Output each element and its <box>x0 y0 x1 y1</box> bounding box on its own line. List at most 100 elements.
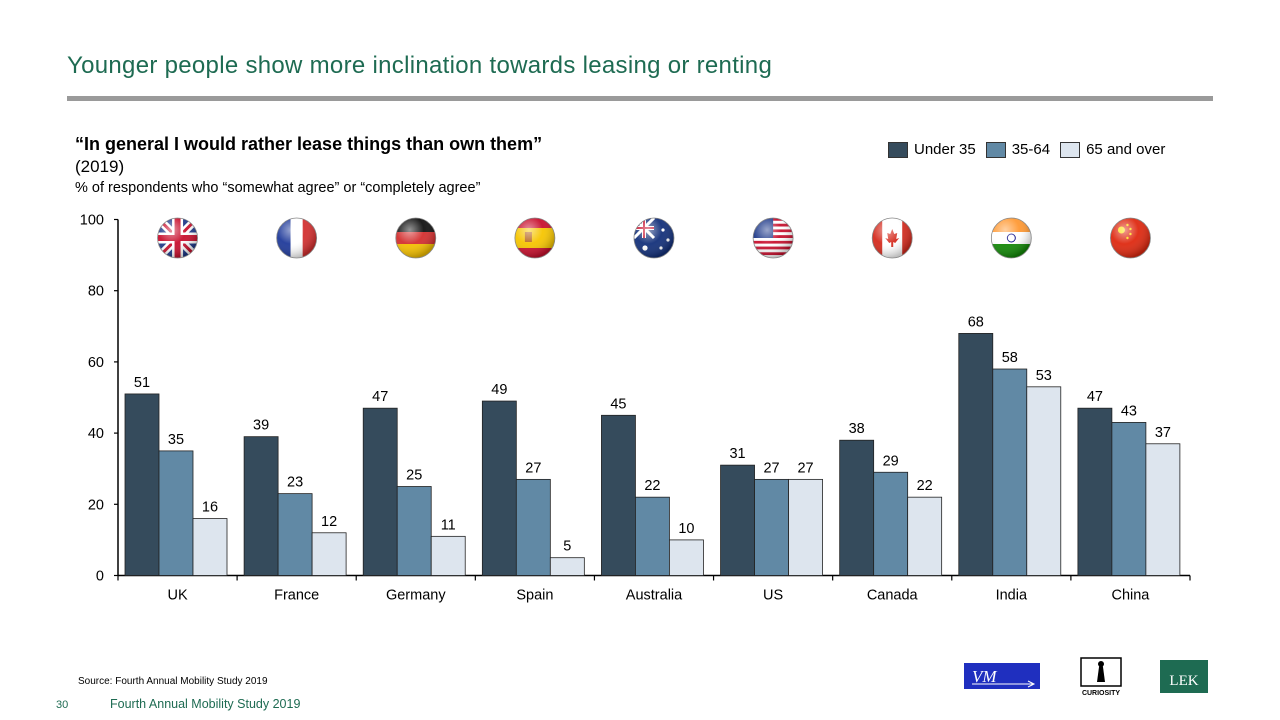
legend-label-65-over: 65 and over <box>1086 141 1166 158</box>
data-label-uk-35-64: 35 <box>168 432 184 448</box>
data-label-australia-65-over: 10 <box>678 521 694 537</box>
x-tick-label-canada: Canada <box>867 588 919 604</box>
bar-us-65-over <box>788 478 823 576</box>
y-tick-label: 100 <box>80 213 104 229</box>
data-label-india-under35: 68 <box>968 314 984 330</box>
data-label-china-under35: 47 <box>1087 389 1103 405</box>
bar-uk-65-over <box>192 518 228 576</box>
data-label-spain-under35: 49 <box>491 382 507 398</box>
data-label-india-35-64: 58 <box>1002 350 1018 366</box>
bar-chart: 0 20 40 60 80 100 51 35 16 UK 39 23 12 France 47 25 11 Ge… <box>80 213 1191 604</box>
data-label-canada-35-64: 29 <box>883 453 899 469</box>
germany-flag-icon <box>395 217 437 259</box>
legend-label-under35: Under 35 <box>914 141 976 158</box>
x-tick-label-us: US <box>763 588 783 604</box>
china-flag-icon <box>1110 217 1151 259</box>
flag-rim <box>1110 217 1151 259</box>
data-label-spain-35-64: 27 <box>525 460 541 476</box>
data-label-china-35-64: 43 <box>1121 403 1137 419</box>
data-label-spain-65-over: 5 <box>563 539 571 555</box>
page-number: 30 <box>56 699 69 711</box>
legend-item-under35: Under 35 <box>888 141 976 158</box>
data-label-germany-under35: 47 <box>372 389 388 405</box>
bar-china-35-64 <box>1111 422 1147 576</box>
slide-title: Younger people show more inclination tow… <box>67 52 773 79</box>
flag-gloss <box>395 218 436 258</box>
bar-canada-65-over <box>907 496 943 576</box>
flag-rim <box>752 217 794 259</box>
data-label-france-65-over: 12 <box>321 514 337 530</box>
legend-swatch-65-over <box>1060 141 1081 158</box>
bar-spain-35-64 <box>515 478 551 576</box>
x-tick-label-germany: Germany <box>386 588 446 604</box>
legend-label-35-64: 35-64 <box>1011 141 1051 158</box>
data-label-canada-under35: 38 <box>849 421 865 437</box>
chart-subtitle: % of respondents who “somewhat agree” or… <box>75 180 481 196</box>
y-tick-label: 80 <box>88 284 104 300</box>
bar-india-65-over <box>1026 386 1062 576</box>
bar-india-under35 <box>958 333 994 576</box>
x-tick-label-australia: Australia <box>626 588 683 604</box>
data-label-uk-65-over: 16 <box>202 500 218 516</box>
bar-canada-35-64 <box>873 471 909 576</box>
india-flag-icon <box>990 217 1032 259</box>
bar-uk-under35 <box>124 393 160 576</box>
curiosity-logo-text: CURIOSITY <box>1082 690 1120 697</box>
flag-gloss <box>514 218 555 258</box>
data-label-germany-35-64: 25 <box>406 468 422 484</box>
flag-rim <box>395 217 437 259</box>
legend-item-65-over: 65 and over <box>1060 141 1165 158</box>
canada-flag-icon <box>871 217 913 259</box>
uk-flag-icon <box>157 217 198 259</box>
bar-us-35-64 <box>754 478 789 576</box>
legend-swatch-35-64 <box>985 141 1006 158</box>
data-label-us-under35: 31 <box>729 446 745 462</box>
source-note: Source: Fourth Annual Mobility Study 201… <box>78 676 268 687</box>
y-tick-label: 0 <box>96 569 104 585</box>
data-label-australia-35-64: 22 <box>644 478 660 494</box>
france-flag-icon <box>276 217 318 259</box>
data-label-germany-65-over: 11 <box>441 517 456 533</box>
flag-rim <box>633 217 675 259</box>
data-label-uk-under35: 51 <box>134 375 150 391</box>
chart-legend: Under 35 35-64 65 and over <box>888 141 1175 158</box>
bar-india-35-64 <box>992 368 1028 576</box>
data-label-india-65-over: 53 <box>1036 368 1052 384</box>
flag-rim <box>276 217 318 259</box>
lek-logo-text: LEK <box>1169 673 1198 689</box>
legend-swatch-under35 <box>888 141 908 158</box>
title-divider <box>67 96 1213 101</box>
flag-gloss <box>276 218 317 258</box>
bar-uk-35-64 <box>158 450 194 576</box>
legend-item-35-64: 35-64 <box>985 141 1051 158</box>
flag-rim <box>990 217 1032 259</box>
flag-rim <box>514 217 556 259</box>
bar-france-35-64 <box>277 493 313 576</box>
y-tick-label: 40 <box>88 426 104 442</box>
data-label-us-35-64: 27 <box>763 460 779 476</box>
lek-logo: LEK <box>1160 660 1208 693</box>
footer-title: Fourth Annual Mobility Study 2019 <box>110 697 301 711</box>
bar-spain-under35 <box>481 400 517 576</box>
bar-france-65-over <box>311 532 347 576</box>
x-tick-label-india: India <box>996 588 1028 604</box>
data-label-canada-65-over: 22 <box>917 478 933 494</box>
y-tick-label: 60 <box>88 355 104 371</box>
bar-australia-under35 <box>601 414 636 576</box>
x-tick-label-china: China <box>1111 588 1150 604</box>
flag-gloss <box>872 218 913 258</box>
spain-flag-icon <box>514 217 556 259</box>
bar-us-under35 <box>720 464 755 576</box>
bar-china-65-over <box>1145 443 1181 576</box>
flag-gloss <box>991 218 1032 258</box>
vm-logo-text: VM <box>972 667 997 686</box>
data-label-us-65-over: 27 <box>797 460 813 476</box>
bar-spain-65-over <box>549 557 585 576</box>
bar-france-under35 <box>243 436 279 576</box>
flag-gloss <box>157 218 198 258</box>
x-tick-label-uk: UK <box>167 588 187 604</box>
data-label-france-35-64: 23 <box>287 475 303 491</box>
bar-germany-65-over <box>430 535 466 576</box>
curiosity-logo: CURIOSITY <box>1080 657 1122 697</box>
bar-australia-65-over <box>669 539 704 576</box>
